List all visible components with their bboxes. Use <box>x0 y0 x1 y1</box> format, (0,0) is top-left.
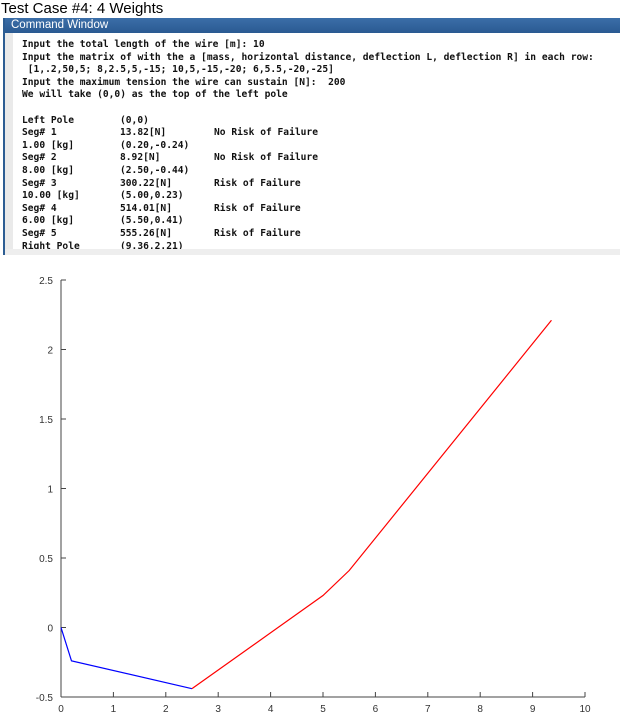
row-value: 300.22[N] <box>120 177 172 189</box>
y-tick-label: 2 <box>47 346 53 357</box>
y-tick-label: 1.5 <box>39 415 53 426</box>
row-label: 1.00 [kg] <box>22 139 74 151</box>
output-row: Seg# 2 8.92[N] No Risk of Failure <box>22 152 594 165</box>
command-output: Input the total length of the wire [m]: … <box>22 39 594 253</box>
x-tick-label: 8 <box>477 704 483 715</box>
input-line: Input the matrix of with the a [mass, ho… <box>22 51 594 63</box>
row-label: 10.00 [kg] <box>22 190 80 202</box>
row-value: (9.36,2.21) <box>120 240 184 252</box>
output-row: Left Pole (0,0) <box>22 115 594 128</box>
plot-figure: 0 1 2 3 4 5 6 7 8 9 10 -0.5 0 0.5 1 1.5 2 2.5 <box>36 276 591 715</box>
x-tick-label: 7 <box>425 704 431 715</box>
row-label: 6.00 [kg] <box>22 215 74 227</box>
row-status: Risk of Failure <box>214 227 301 239</box>
row-value: 514.01[N] <box>120 202 172 214</box>
input-line: Input the maximum tension the wire can s… <box>22 76 346 88</box>
y-tick-label: 1 <box>47 485 53 496</box>
row-label: Seg# 5 <box>22 227 57 239</box>
row-label: Right Pole <box>22 240 80 252</box>
x-tick-label: 5 <box>320 704 326 715</box>
x-tick-label: 10 <box>579 704 591 715</box>
row-status: Risk of Failure <box>214 202 301 214</box>
row-value: (5.50,0.41) <box>120 215 184 227</box>
row-label: Seg# 4 <box>22 202 57 214</box>
output-row: 10.00 [kg] (5.00,0.23) <box>22 190 594 203</box>
output-row: 8.00 [kg] (2.50,-0.44) <box>22 165 594 178</box>
row-value: 555.26[N] <box>120 227 172 239</box>
input-line: We will take (0,0) as the top of the lef… <box>22 89 288 101</box>
x-tick-label: 9 <box>530 704 536 715</box>
row-value: (2.50,-0.44) <box>120 164 190 176</box>
output-row: 6.00 [kg] (5.50,0.41) <box>22 215 594 228</box>
row-value: (0.20,-0.24) <box>120 139 190 151</box>
row-value: (0,0) <box>120 114 149 126</box>
output-row: 1.00 [kg] (0.20,-0.24) <box>22 140 594 153</box>
input-line: Input the total length of the wire [m]: … <box>22 39 265 50</box>
row-label: Seg# 3 <box>22 177 57 189</box>
series-line-2 <box>191 319 552 690</box>
page-title: Test Case #4: 4 Weights <box>1 0 164 17</box>
row-status: No Risk of Failure <box>214 152 318 164</box>
row-value: (5.00,0.23) <box>120 190 184 202</box>
status-bar <box>5 249 620 255</box>
x-tick-label: 1 <box>111 704 117 715</box>
y-tick-label: -0.5 <box>36 693 54 704</box>
x-tick-label: 4 <box>268 704 274 715</box>
row-value: 8.92[N] <box>120 152 161 164</box>
row-label: Seg# 2 <box>22 152 57 164</box>
output-row: Right Pole (9.36,2.21) <box>22 241 594 254</box>
row-status: No Risk of Failure <box>214 127 318 139</box>
x-tick-label: 0 <box>58 704 64 715</box>
row-label: 8.00 [kg] <box>22 164 74 176</box>
series-line-1 <box>60 627 193 690</box>
x-tick-label: 6 <box>373 704 379 715</box>
command-window-body[interactable]: Input the total length of the wire [m]: … <box>5 33 620 255</box>
y-tick-label: 0 <box>47 624 53 635</box>
y-tick-label: 2.5 <box>39 276 53 287</box>
input-line <box>22 102 594 115</box>
input-line: [1,.2,50,5; 8,2.5,5,-15; 10,5,-15,-20; 6… <box>22 64 334 76</box>
x-tick-label: 2 <box>163 704 169 715</box>
row-value: 13.82[N] <box>120 127 167 139</box>
command-window[interactable]: Command Window Input the total length of… <box>3 18 620 255</box>
y-tick-label: 0.5 <box>39 554 53 565</box>
output-row: Seg# 4 514.01[N] Risk of Failure <box>22 203 594 216</box>
row-label: Seg# 1 <box>22 127 57 139</box>
output-row: Seg# 1 13.82[N] No Risk of Failure <box>22 127 594 140</box>
command-window-header: Command Window <box>5 18 620 33</box>
row-label: Left Pole <box>22 114 74 126</box>
output-row: Seg# 3 300.22[N] Risk of Failure <box>22 178 594 191</box>
row-status: Risk of Failure <box>214 177 301 189</box>
output-row: Seg# 5 555.26[N] Risk of Failure <box>22 228 594 241</box>
x-tick-label: 3 <box>215 704 221 715</box>
